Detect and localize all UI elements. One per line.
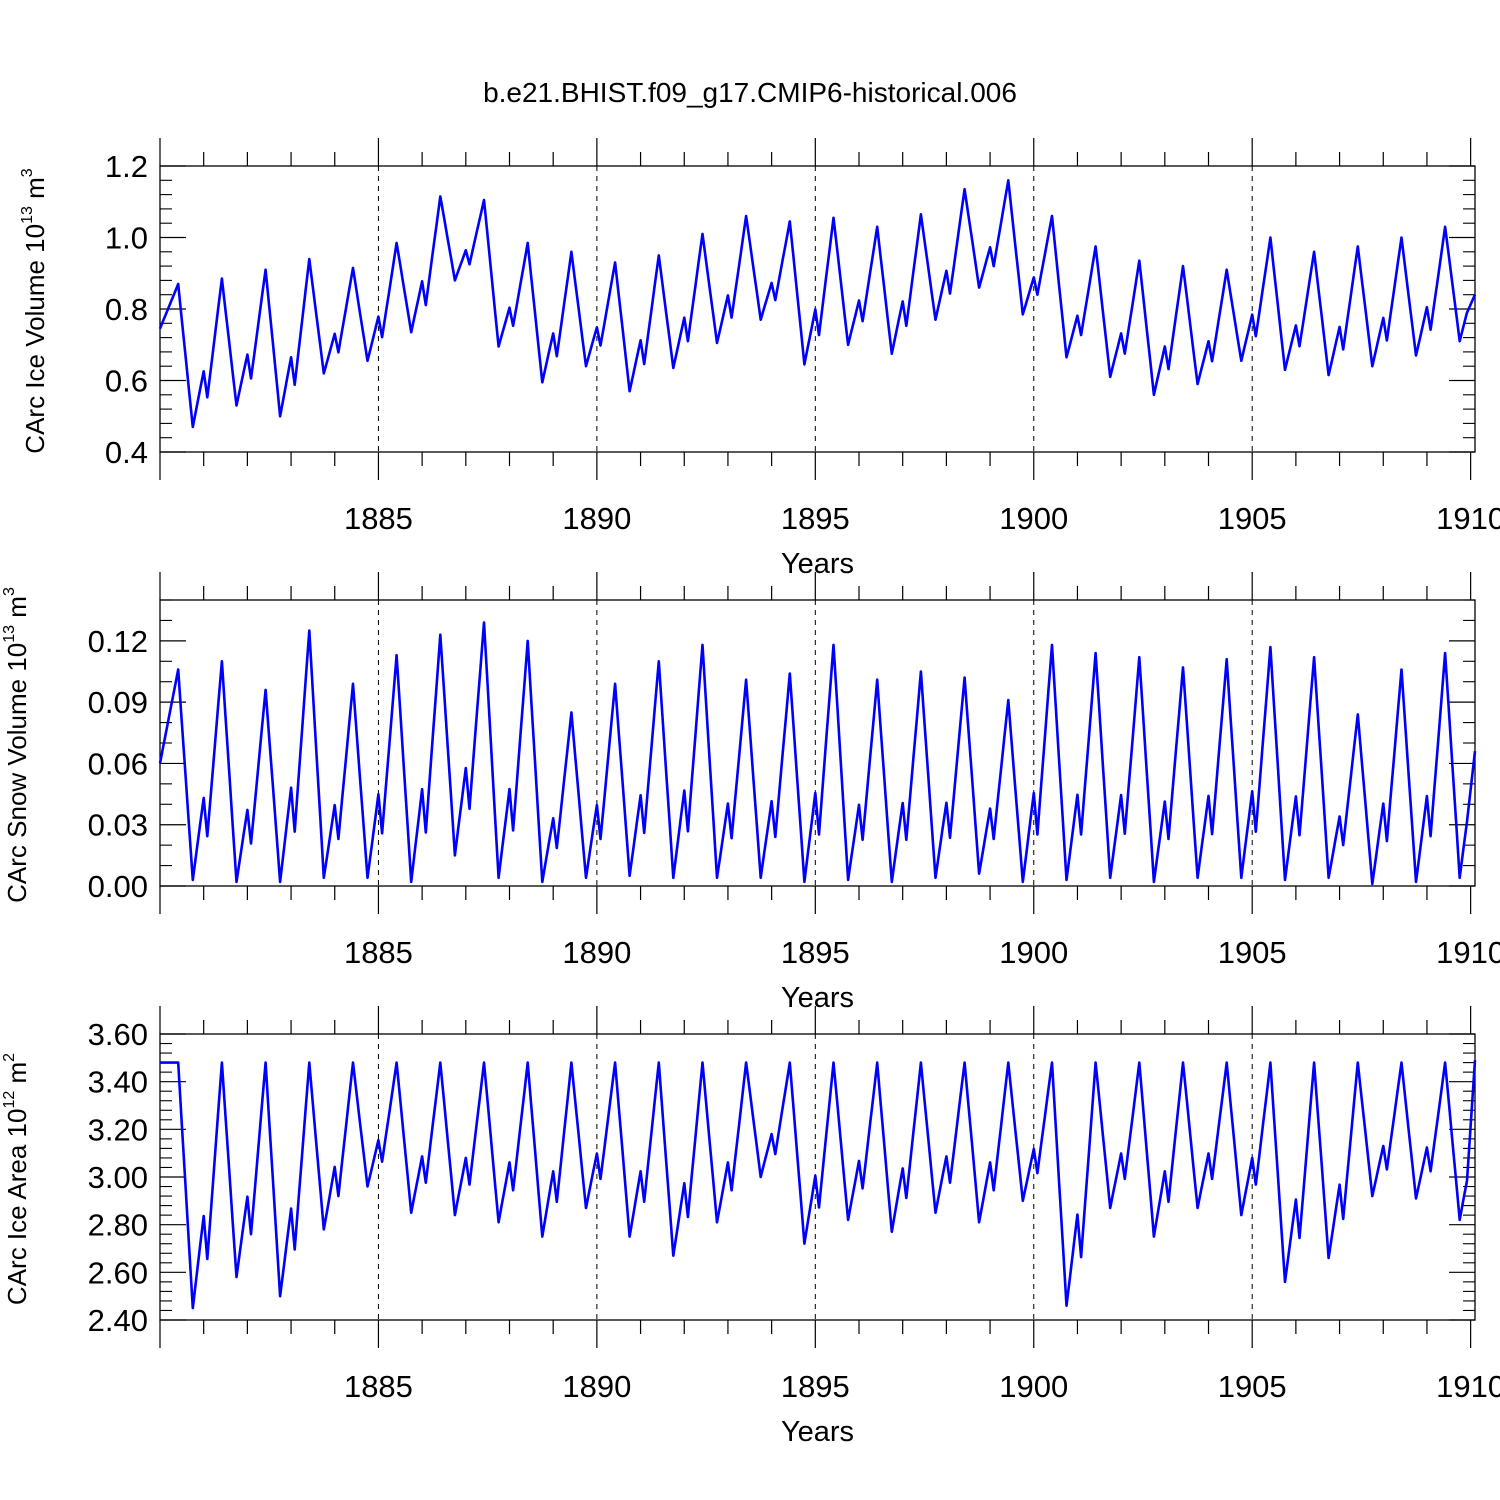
x-tick-label: 1890 (562, 501, 631, 536)
y-tick-label: 3.00 (88, 1160, 148, 1195)
y-axis-label: CArc Ice Volume 1013 m3 (19, 168, 50, 453)
x-tick-label: 1910 (1436, 1369, 1500, 1404)
series-line (160, 1060, 1477, 1310)
x-tick-label: 1885 (344, 501, 413, 536)
x-tick-label: 1900 (999, 501, 1068, 536)
panel-ice-volume: 1885 1890 1895 1900 1905 1910 0.4 0.6 0.8 1.0 1.2 Y… (19, 138, 1500, 580)
x-tick-label: 1885 (344, 935, 413, 970)
x-axis-label: Years (781, 1416, 854, 1448)
x-tick-label: 1910 (1436, 935, 1500, 970)
x-axis-label: Years (781, 982, 854, 1014)
x-tick-label: 1905 (1218, 1369, 1287, 1404)
x-axis-label: Years (781, 548, 854, 580)
y-axis-label: CArc Snow Volume 1013 m3 (1, 587, 32, 903)
x-tick-label: 1890 (562, 935, 631, 970)
y-tick-label: 0.09 (88, 685, 148, 720)
panel-ice-area: 1885 1890 1895 1900 1905 1910 2.40 2.60 2.80 3.00… (1, 1006, 1500, 1448)
y-tick-label: 0.12 (88, 624, 148, 659)
x-tick-label: 1905 (1218, 935, 1287, 970)
y-tick-label: 0.6 (105, 364, 148, 399)
y-tick-label: 1.0 (105, 221, 148, 256)
y-tick-label: 0.06 (88, 746, 148, 781)
x-tick-label: 1910 (1436, 501, 1500, 536)
y-tick-label: 0.03 (88, 808, 148, 843)
y-axis-label: CArc Ice Area 1012 m2 (1, 1053, 32, 1305)
series-line (158, 179, 1477, 429)
y-tick-label: 3.20 (88, 1112, 148, 1147)
panel-snow-volume: 1885 1890 1895 1900 1905 1910 0.00 0.03 0.06 0.09… (1, 572, 1500, 1014)
x-tick-label: 1895 (781, 501, 850, 536)
y-tick-label: 0.4 (105, 435, 148, 470)
x-tick-label: 1895 (781, 1369, 850, 1404)
y-tick-label: 3.40 (88, 1065, 148, 1100)
y-tick-label: 0.00 (88, 869, 148, 904)
figure-title: b.e21.BHIST.f09_g17.CMIP6-historical.006 (483, 77, 1017, 108)
y-tick-label: 3.60 (88, 1017, 148, 1052)
y-tick-label: 2.60 (88, 1255, 148, 1290)
y-tick-label: 1.2 (105, 149, 148, 184)
x-tick-label: 1900 (999, 935, 1068, 970)
x-tick-label: 1890 (562, 1369, 631, 1404)
x-tick-label: 1905 (1218, 501, 1287, 536)
y-tick-label: 0.8 (105, 292, 148, 327)
y-tick-label: 2.40 (88, 1303, 148, 1338)
x-tick-label: 1895 (781, 935, 850, 970)
series-line (158, 621, 1477, 886)
x-tick-label: 1885 (344, 1369, 413, 1404)
x-tick-label: 1900 (999, 1369, 1068, 1404)
y-tick-label: 2.80 (88, 1208, 148, 1243)
